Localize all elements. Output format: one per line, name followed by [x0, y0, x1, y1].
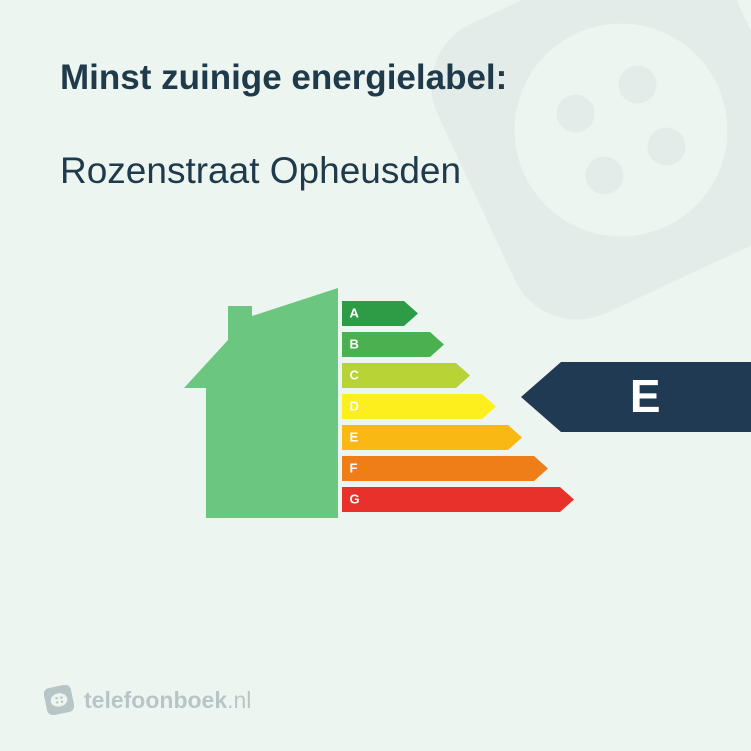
energy-bar-b: B: [342, 332, 444, 357]
house-icon: [178, 288, 338, 518]
page-title: Minst zuinige energielabel:: [60, 58, 691, 98]
energy-bar-c: C: [342, 363, 470, 388]
energy-bar-label: G: [350, 492, 360, 507]
brand-text: telefoonboek.nl: [84, 687, 251, 714]
brand-name-tld: .nl: [227, 687, 251, 713]
energy-bar-g: G: [342, 487, 574, 512]
energy-bar-d: D: [342, 394, 496, 419]
rating-badge: E: [521, 362, 751, 432]
energy-bar-label: A: [350, 306, 359, 321]
energy-bar-f: F: [342, 456, 548, 481]
energy-bar-e: E: [342, 425, 522, 450]
brand-name-bold: telefoonboek: [84, 687, 227, 713]
energy-bar-label: E: [350, 430, 359, 445]
energy-bar-a: A: [342, 301, 418, 326]
energy-bar-label: B: [350, 337, 359, 352]
rating-letter: E: [630, 369, 661, 423]
brand-logo-icon: [44, 685, 74, 715]
location-name: Rozenstraat Opheusden: [60, 150, 691, 192]
footer-brand: telefoonboek.nl: [44, 685, 251, 715]
energy-bar-label: D: [350, 399, 359, 414]
energy-bar-label: F: [350, 461, 358, 476]
energy-bar-label: C: [350, 368, 359, 383]
